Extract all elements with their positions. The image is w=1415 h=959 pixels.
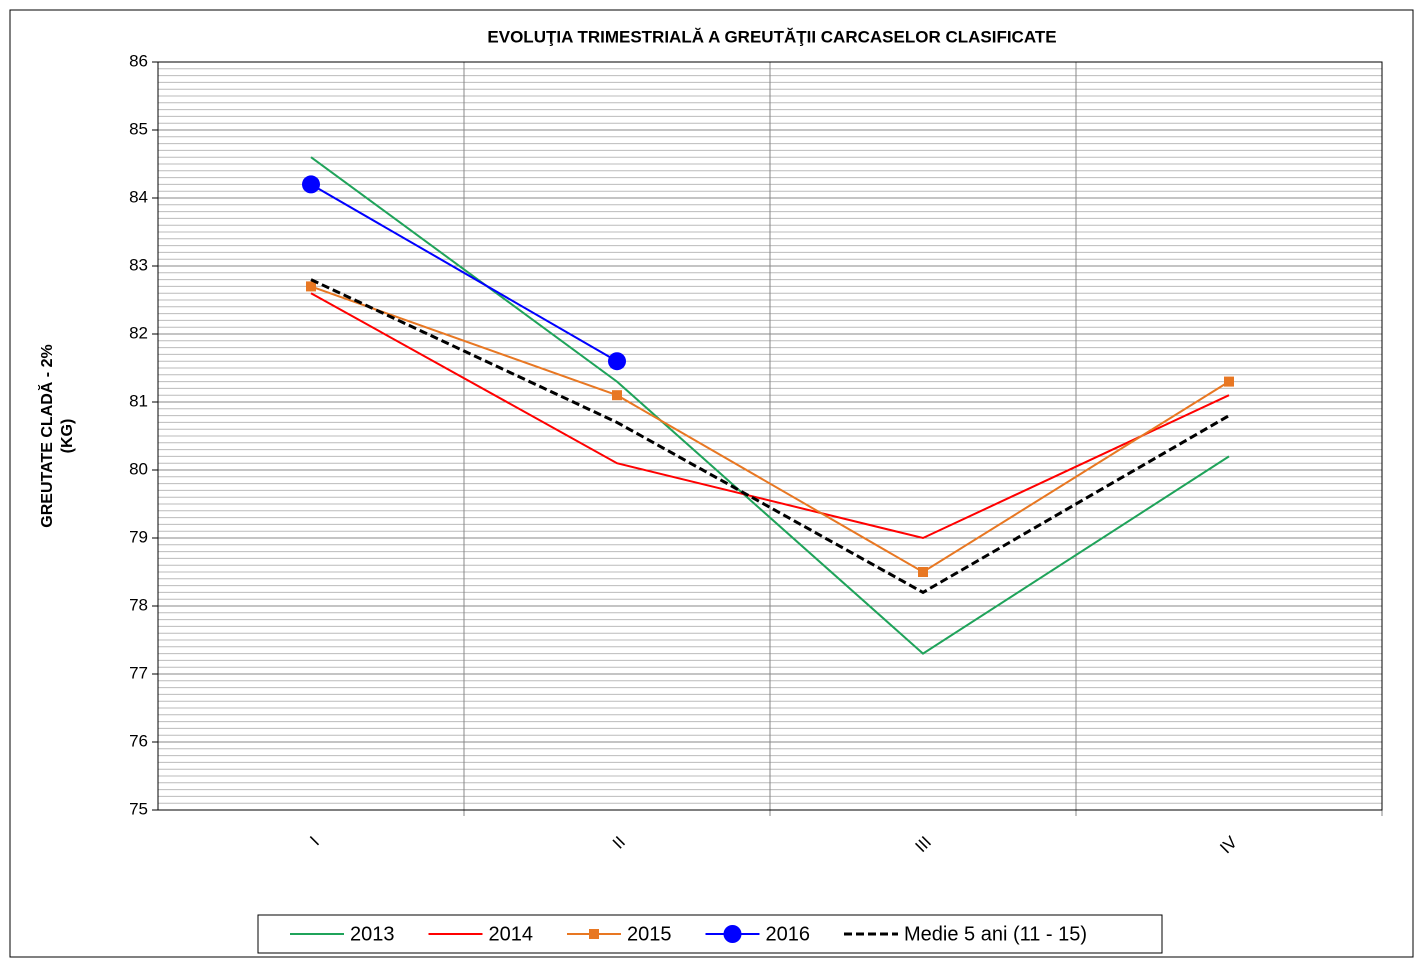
y-tick-label: 83: [129, 255, 148, 274]
marker: [612, 390, 622, 401]
marker: [608, 352, 626, 371]
y-tick-label: 80: [129, 459, 148, 478]
y-tick-label: 81: [129, 391, 148, 410]
y-tick-label: 76: [129, 731, 148, 750]
y-axis-label-line: (KG): [59, 419, 76, 454]
y-tick-label: 79: [129, 527, 148, 546]
y-tick-label: 82: [129, 323, 148, 342]
y-tick-label: 84: [129, 187, 148, 206]
legend-label: 2015: [627, 923, 672, 945]
legend-label: 2014: [489, 923, 534, 945]
y-tick-label: 78: [129, 595, 148, 614]
y-axis-label-line: GREUTATE CLADĂ - 2%: [37, 344, 56, 527]
marker: [302, 175, 320, 194]
legend-label: Medie 5 ani (11 - 15): [904, 923, 1087, 945]
plot-border: [157, 61, 1383, 811]
marker: [1224, 376, 1234, 387]
series-line: [310, 285, 1230, 574]
y-tick-label: 75: [129, 799, 148, 818]
series-line: [310, 156, 1230, 655]
y-axis-label: GREUTATE CLADĂ - 2% (KG): [37, 344, 76, 527]
legend: 2013 2014 2015 2016 Medie 5 ani (11 - 15): [257, 914, 1163, 954]
series-line: [310, 278, 1230, 595]
y-tick-label: 85: [129, 119, 148, 138]
marker: [723, 925, 742, 943]
legend-label: 2016: [766, 923, 811, 945]
marker: [306, 281, 316, 292]
marker: [589, 929, 599, 939]
chart-title: EVOLUŢIA TRIMESTRIALĂ A GREUTĂŢII CARCAS…: [487, 27, 1056, 46]
series-line: [310, 292, 1230, 540]
legend-label: 2013: [350, 923, 395, 945]
marker: [918, 567, 928, 577]
series-line: [310, 183, 618, 363]
y-tick-label: 86: [129, 51, 148, 70]
y-tick-label: 77: [129, 663, 148, 682]
